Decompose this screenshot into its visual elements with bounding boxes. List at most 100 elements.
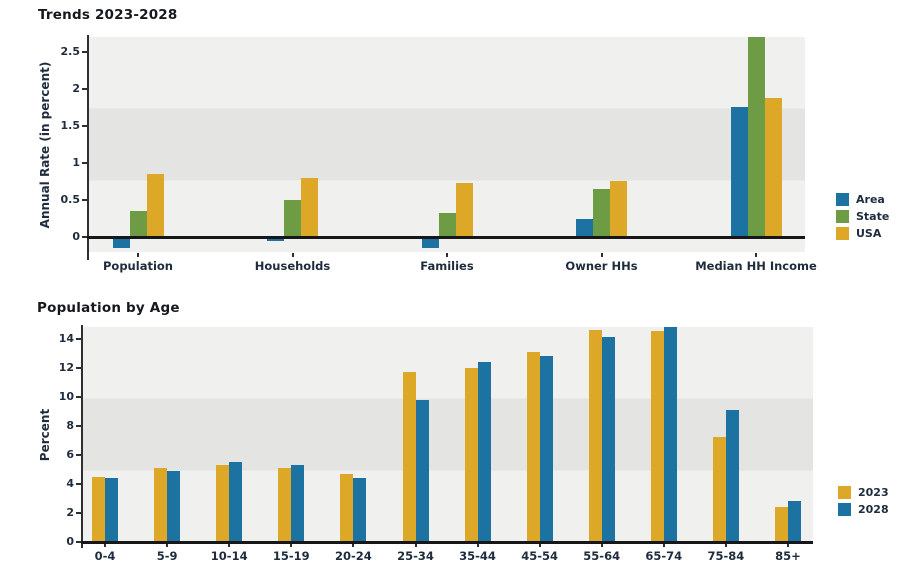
legend-item-usa: USA <box>836 227 889 240</box>
bar-2028-35-44 <box>477 361 491 542</box>
y-tick-mark <box>76 453 81 456</box>
area-swatch-icon <box>836 193 849 206</box>
y-axis-line <box>81 325 83 548</box>
bar-2023-10-14 <box>216 465 230 542</box>
bar-2023-20-24 <box>340 473 354 542</box>
bar-USA-Households <box>301 177 318 238</box>
y-tick-label: 12 <box>58 360 74 374</box>
category-label: Owner HHs <box>565 259 638 273</box>
bar-Area-Population <box>112 237 130 249</box>
y-tick-label: 1 <box>72 156 80 169</box>
bar-State-Families <box>438 213 456 238</box>
bar-2028-85+ <box>788 501 801 542</box>
x-tick-mark <box>600 543 603 547</box>
bar-2023-55-64 <box>588 329 602 542</box>
x-tick-mark <box>600 253 603 257</box>
legend-item-2023: 2023 <box>838 486 889 499</box>
x-tick-mark <box>446 253 448 257</box>
legend-label-area: Area <box>856 193 885 206</box>
category-label: 10-14 <box>210 549 248 563</box>
y-tick-label: 10 <box>58 389 74 403</box>
category-label: 0-4 <box>94 549 116 563</box>
bar-2028-20-24 <box>353 478 367 542</box>
bar-2023-45-54 <box>526 351 540 542</box>
x-tick-mark <box>228 543 231 547</box>
y-tick-label: 4 <box>66 476 74 490</box>
bar-USA-Population <box>146 174 164 238</box>
y-tick-mark <box>76 337 81 340</box>
y-tick-mark <box>76 395 81 398</box>
category-label: 15-19 <box>272 549 310 563</box>
bar-2028-10-14 <box>229 462 243 542</box>
x-tick-mark <box>662 543 665 547</box>
y-tick-mark <box>82 125 87 127</box>
y-tick-label: 6 <box>66 447 74 461</box>
legend-item-state: State <box>836 210 889 223</box>
x-tick-mark <box>414 543 417 547</box>
y-tick-label: 8 <box>66 418 74 432</box>
y-tick-label: 0 <box>66 535 74 548</box>
x-tick-mark <box>787 543 789 547</box>
zero-baseline <box>87 235 805 239</box>
y-tick-label: 2.5 <box>60 44 81 58</box>
trends-chart-title: Trends 2023-2028 <box>38 7 178 23</box>
x-tick-mark <box>538 543 541 547</box>
category-label: 75-84 <box>707 549 745 563</box>
y-tick-mark <box>82 236 87 239</box>
bar-Area-Families <box>421 237 439 249</box>
x-tick-mark <box>476 543 479 547</box>
x-tick-mark <box>352 543 355 547</box>
bar-2028-0-4 <box>105 478 118 542</box>
category-label: Families <box>420 259 474 273</box>
year-2028-swatch-icon <box>838 503 851 516</box>
y-tick-label: 0.5 <box>60 193 81 207</box>
bar-2028-75-84 <box>725 409 739 542</box>
y-tick-mark <box>76 541 81 543</box>
y-tick-label: 2 <box>66 505 74 519</box>
bar-USA-Families <box>455 183 473 238</box>
legend-label-usa: USA <box>856 227 882 240</box>
x-tick-mark <box>137 253 139 257</box>
legend-item-area: Area <box>836 193 889 206</box>
category-label: 55-64 <box>583 549 621 563</box>
bar-State-Median HH Income <box>747 37 765 238</box>
bar-2028-45-54 <box>539 356 553 542</box>
bar-State-Owner HHs <box>593 189 610 238</box>
category-label: 65-74 <box>645 549 683 563</box>
y-tick-mark <box>82 162 87 164</box>
y-tick-label: 14 <box>58 331 74 345</box>
legend-item-2028: 2028 <box>838 503 889 516</box>
bar-2023-85+ <box>775 507 788 542</box>
y-tick-label: 0 <box>72 230 80 244</box>
category-label: 20-24 <box>335 549 372 563</box>
trends-legend: Area State USA <box>836 193 889 244</box>
bar-Area-Median HH Income <box>730 107 748 238</box>
y-tick-mark <box>76 482 81 485</box>
bar-USA-Median HH Income <box>764 97 782 238</box>
bar-2028-5-9 <box>167 470 181 542</box>
y-tick-mark <box>76 424 81 427</box>
bar-2023-15-19 <box>278 467 292 542</box>
bar-2023-25-34 <box>402 372 416 542</box>
legend-label-2023: 2023 <box>858 486 889 499</box>
x-tick-mark <box>755 253 757 257</box>
state-swatch-icon <box>836 210 849 223</box>
bar-State-Households <box>284 200 301 238</box>
x-tick-mark <box>291 253 294 257</box>
bar-2028-55-64 <box>601 337 615 542</box>
x-tick-mark <box>290 543 293 547</box>
category-label: 45-54 <box>521 549 558 563</box>
y-tick-mark <box>82 87 87 90</box>
plot-background <box>83 327 813 542</box>
y-tick-mark <box>76 366 81 369</box>
x-tick-mark <box>724 543 727 547</box>
legend-label-state: State <box>856 210 890 223</box>
bar-Area-Owner HHs <box>576 218 593 238</box>
bar-2023-5-9 <box>154 467 168 542</box>
population-age-legend: 2023 2028 <box>838 486 889 520</box>
zero-baseline <box>81 540 813 544</box>
bar-2023-75-84 <box>712 437 726 542</box>
x-tick-mark <box>104 543 106 547</box>
bar-Area-Households <box>267 237 284 241</box>
